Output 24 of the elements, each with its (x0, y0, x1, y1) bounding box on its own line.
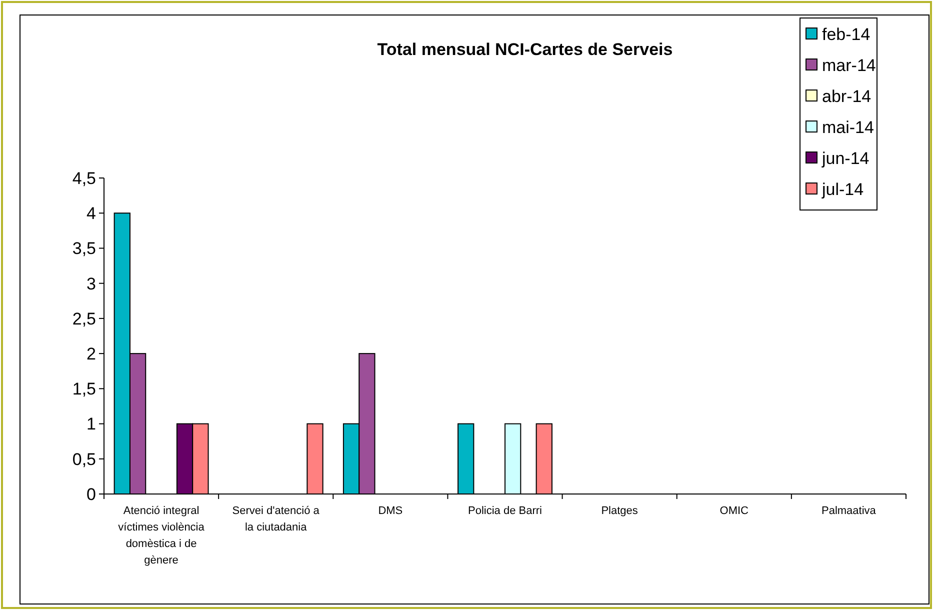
legend-label: feb-14 (822, 24, 870, 44)
x-tick-label: OMIC (720, 505, 749, 517)
y-tick-label: 1 (86, 414, 96, 434)
legend-label: jul-14 (821, 180, 864, 199)
y-tick-label: 4 (86, 204, 96, 224)
legend-label: abr-14 (822, 86, 872, 106)
x-tick-label: Servei d'atenció a la ciutadania (232, 505, 320, 534)
y-tick-label: 0,5 (72, 450, 96, 469)
y-tick-label: 2,5 (72, 309, 96, 328)
y-tick-label: 3,5 (72, 239, 96, 258)
chart-title: Total mensual NCI-Cartes de Serveis (377, 40, 673, 59)
y-tick-label: 1,5 (72, 380, 96, 399)
legend-label: mar-14 (822, 56, 876, 75)
y-tick-label: 3 (86, 274, 96, 294)
x-tick-label: Platges (601, 505, 638, 517)
x-tick-label: Atenció integral víctimes violència domèstica i de gènere (118, 505, 206, 566)
x-tick-label: Palmaativa (822, 505, 877, 517)
x-tick-label: DMS (378, 505, 403, 517)
legend-label: mai-14 (822, 118, 874, 137)
y-tick-label: 0 (86, 484, 96, 504)
y-tick-label: 4,5 (72, 168, 96, 188)
legend-label: jun-14 (821, 148, 870, 168)
x-tick-label: Policia de Barri (468, 505, 542, 517)
y-tick-label: 2 (86, 344, 96, 364)
